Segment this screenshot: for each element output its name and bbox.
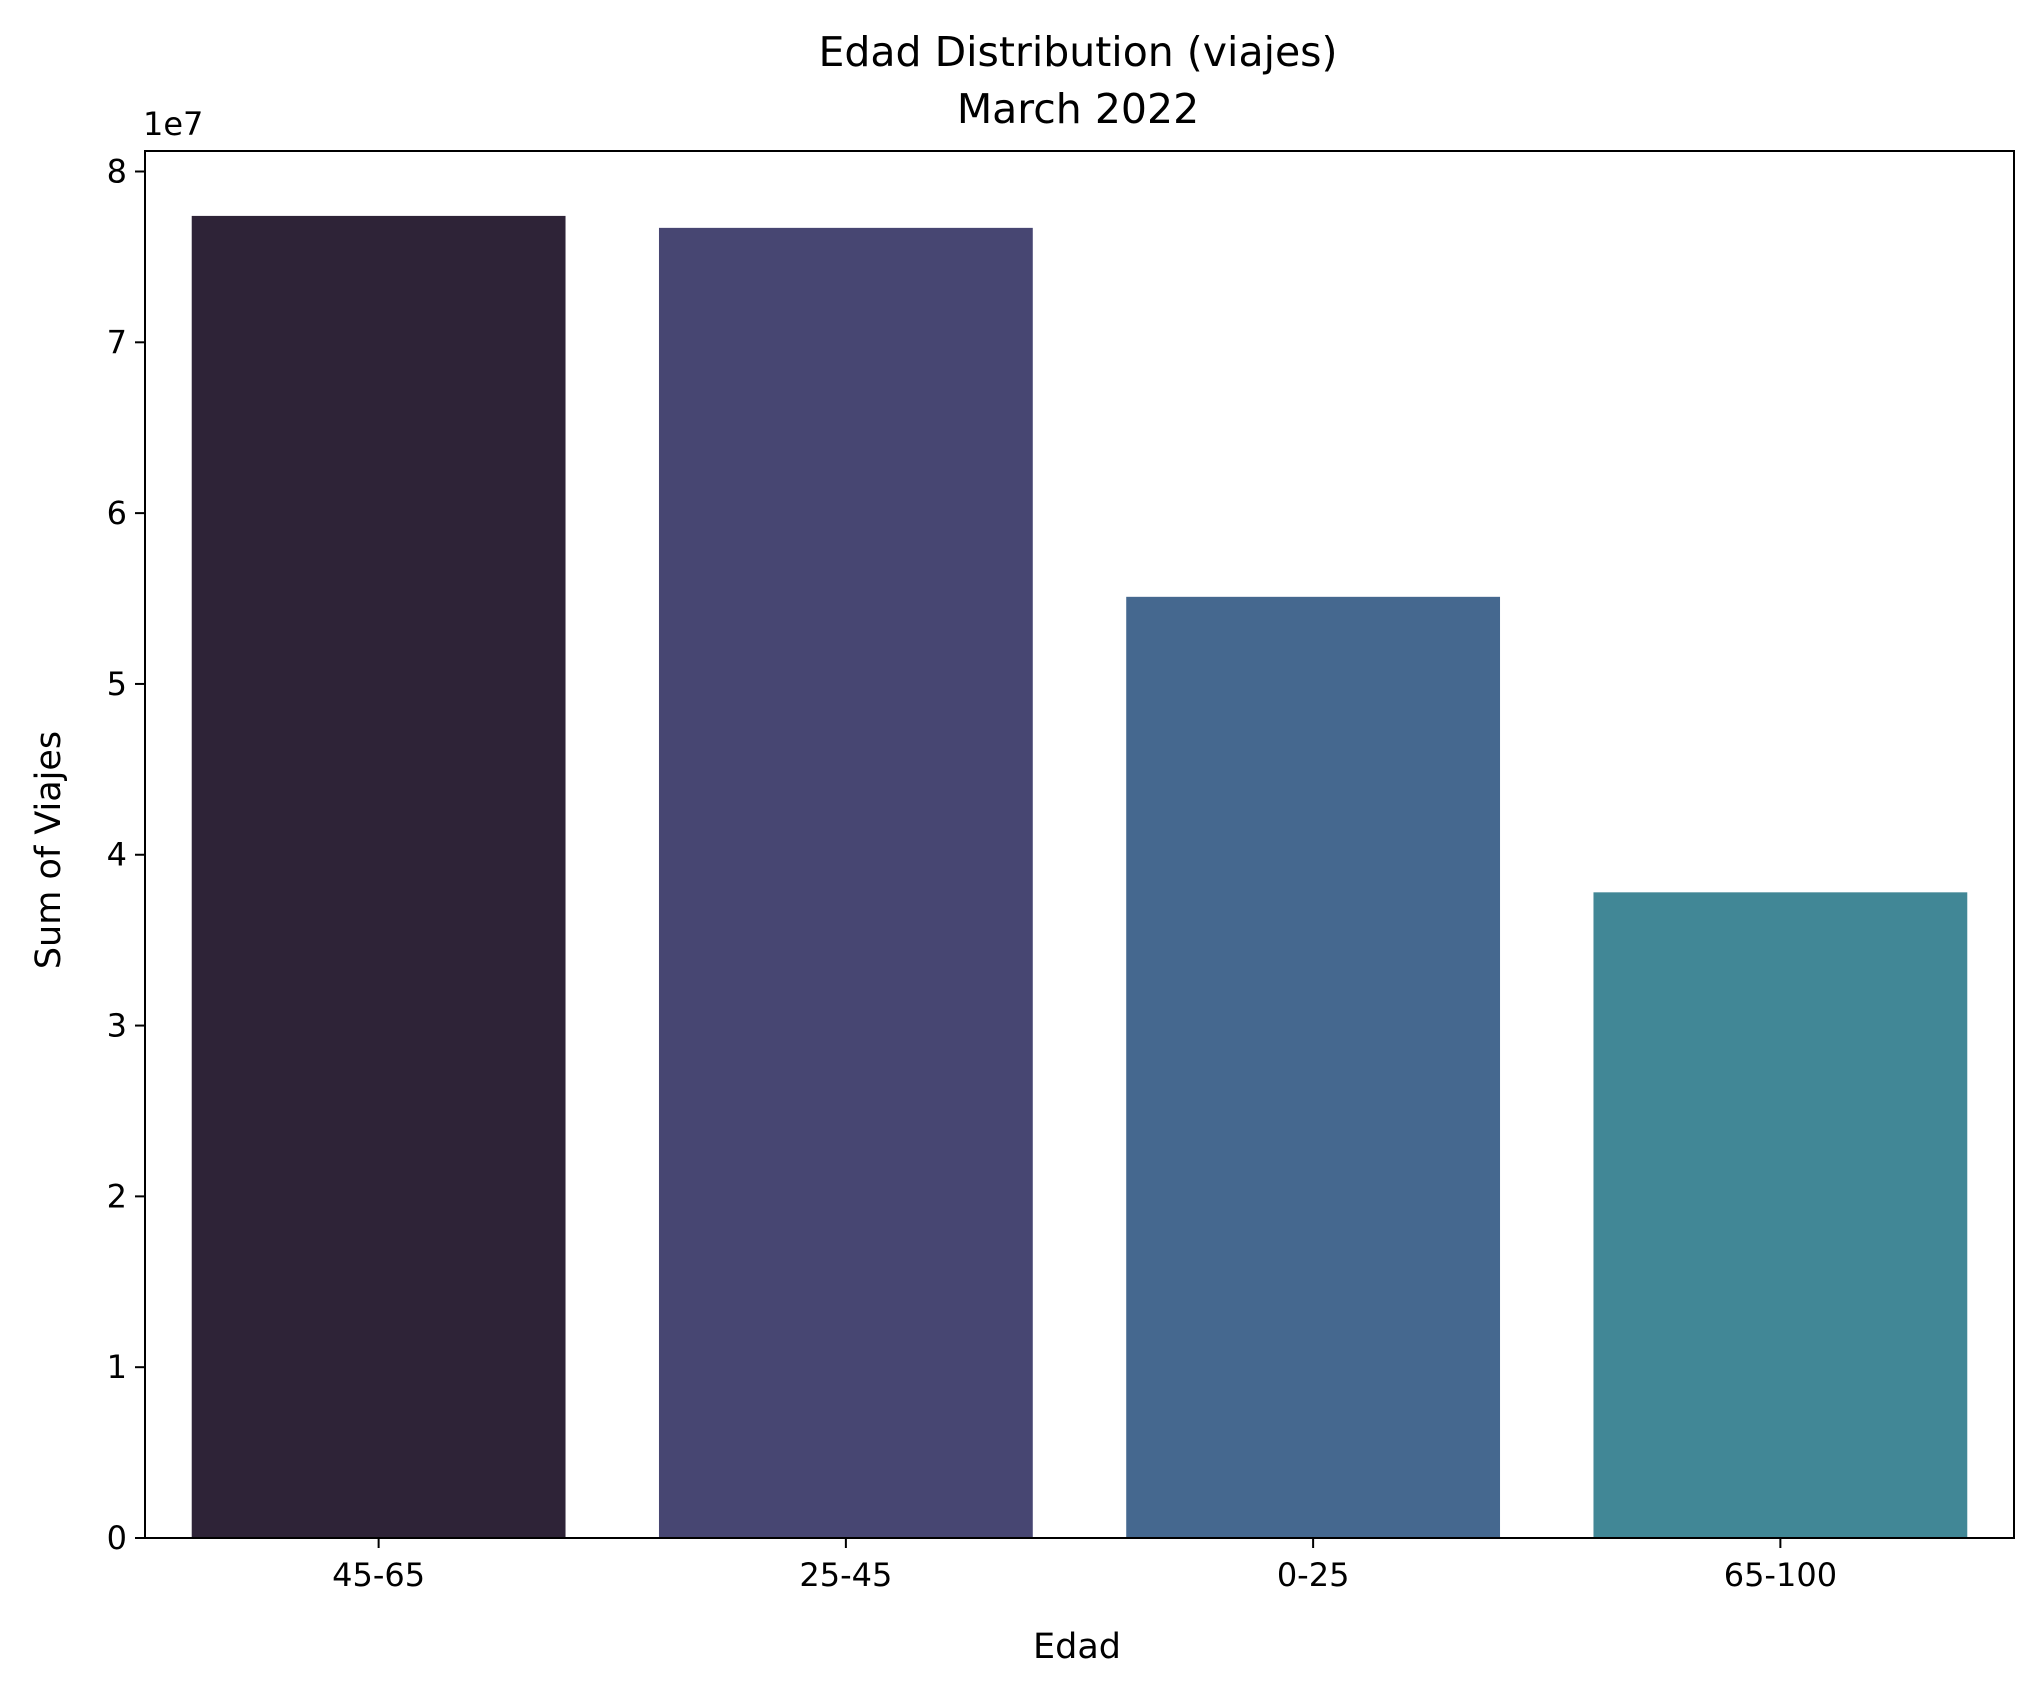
y-tick-label: 4 bbox=[107, 836, 127, 874]
chart-subtitle: March 2022 bbox=[957, 85, 1199, 133]
y-tick-label: 1 bbox=[107, 1348, 127, 1386]
y-tick-label: 0 bbox=[107, 1519, 127, 1557]
x-axis-label: Edad bbox=[1033, 1627, 1121, 1667]
x-tick-label: 0-25 bbox=[1277, 1556, 1350, 1594]
y-tick-label: 8 bbox=[107, 152, 127, 190]
y-tick-label: 5 bbox=[107, 665, 127, 703]
bar-45-65 bbox=[191, 215, 566, 1538]
bars-layer bbox=[191, 215, 1968, 1539]
x-tick-label: 25-45 bbox=[799, 1556, 892, 1594]
y-axis-label: Sum of Viajes bbox=[29, 731, 69, 969]
bar-0-25 bbox=[1126, 596, 1501, 1538]
x-tick-label: 65-100 bbox=[1724, 1556, 1837, 1594]
y-tick-label: 6 bbox=[107, 494, 127, 532]
plot-frame bbox=[144, 150, 2015, 1539]
y-tick-label: 2 bbox=[107, 1177, 127, 1215]
bar-65-100 bbox=[1593, 892, 1968, 1538]
y-tick-label: 7 bbox=[107, 323, 127, 361]
x-tick-label: 45-65 bbox=[332, 1556, 425, 1594]
ticks-layer: 45-65 25-45 0-25 65-100 0 1 2 3 4 5 6 7 8 bbox=[107, 152, 1837, 1594]
y-axis-multiplier: 1e7 bbox=[143, 105, 203, 143]
bar-25-45 bbox=[658, 227, 1033, 1539]
chart-title: Edad Distribution (viajes) bbox=[818, 28, 1337, 76]
y-tick-label: 3 bbox=[107, 1007, 127, 1045]
